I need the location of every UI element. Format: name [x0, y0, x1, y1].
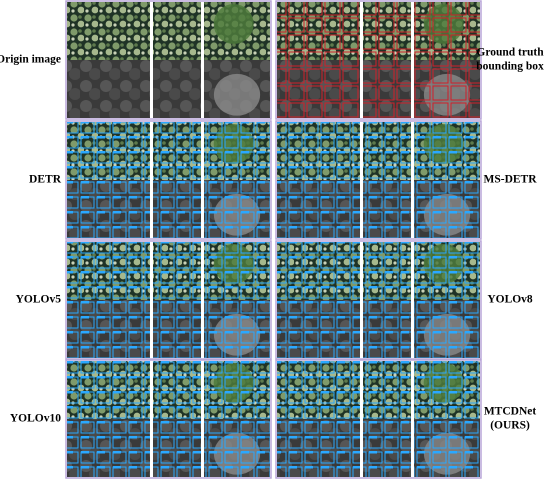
- bounding-boxes: [414, 242, 480, 358]
- row-label: Origin image: [0, 54, 61, 66]
- bounding-boxes: [204, 242, 270, 358]
- panel-frame: [65, 0, 272, 120]
- row-label: MTCDNet: [484, 406, 537, 418]
- panel-frame: [275, 359, 482, 479]
- bounding-boxes: [363, 242, 411, 358]
- bounding-boxes: [153, 122, 201, 238]
- row-label: MS-DETR: [483, 174, 537, 186]
- panel-frame: [65, 120, 272, 240]
- row-label: YOLOv5: [16, 294, 62, 306]
- bounding-boxes: [67, 122, 150, 238]
- bounding-boxes: [363, 122, 411, 238]
- panel-frame: [65, 359, 272, 479]
- bounding-boxes: [414, 122, 480, 238]
- bounding-boxes: [67, 242, 150, 358]
- bounding-boxes: [363, 2, 411, 118]
- bounding-boxes: [153, 242, 201, 358]
- depth-image: [67, 60, 150, 118]
- panel-frame: [65, 240, 272, 360]
- panel-frame: [275, 120, 482, 240]
- row-label: YOLOv8: [487, 294, 533, 306]
- panel-frame: [275, 240, 482, 360]
- bounding-boxes: [277, 242, 360, 358]
- bounding-boxes: [67, 361, 150, 477]
- bounding-boxes: [414, 361, 480, 477]
- row-label: (OURS): [490, 420, 530, 432]
- bounding-boxes: [153, 361, 201, 477]
- bounding-boxes: [204, 122, 270, 238]
- depth-image: [153, 60, 201, 118]
- bounding-boxes: [414, 2, 480, 118]
- row-label: bounding box: [476, 61, 544, 73]
- bounding-boxes: [204, 361, 270, 477]
- panel-frame: [275, 0, 482, 120]
- row-label: YOLOv10: [10, 413, 61, 425]
- rgb-image: [67, 2, 150, 60]
- bounding-boxes: [277, 122, 360, 238]
- tree-crown: [213, 4, 254, 44]
- bounding-boxes: [277, 361, 360, 477]
- bounding-boxes: [363, 361, 411, 477]
- row-label: DETR: [29, 174, 62, 186]
- bounding-boxes: [277, 2, 360, 118]
- row-label: Ground truth: [476, 47, 544, 59]
- bright-area: [213, 73, 261, 116]
- rgb-image: [153, 2, 201, 60]
